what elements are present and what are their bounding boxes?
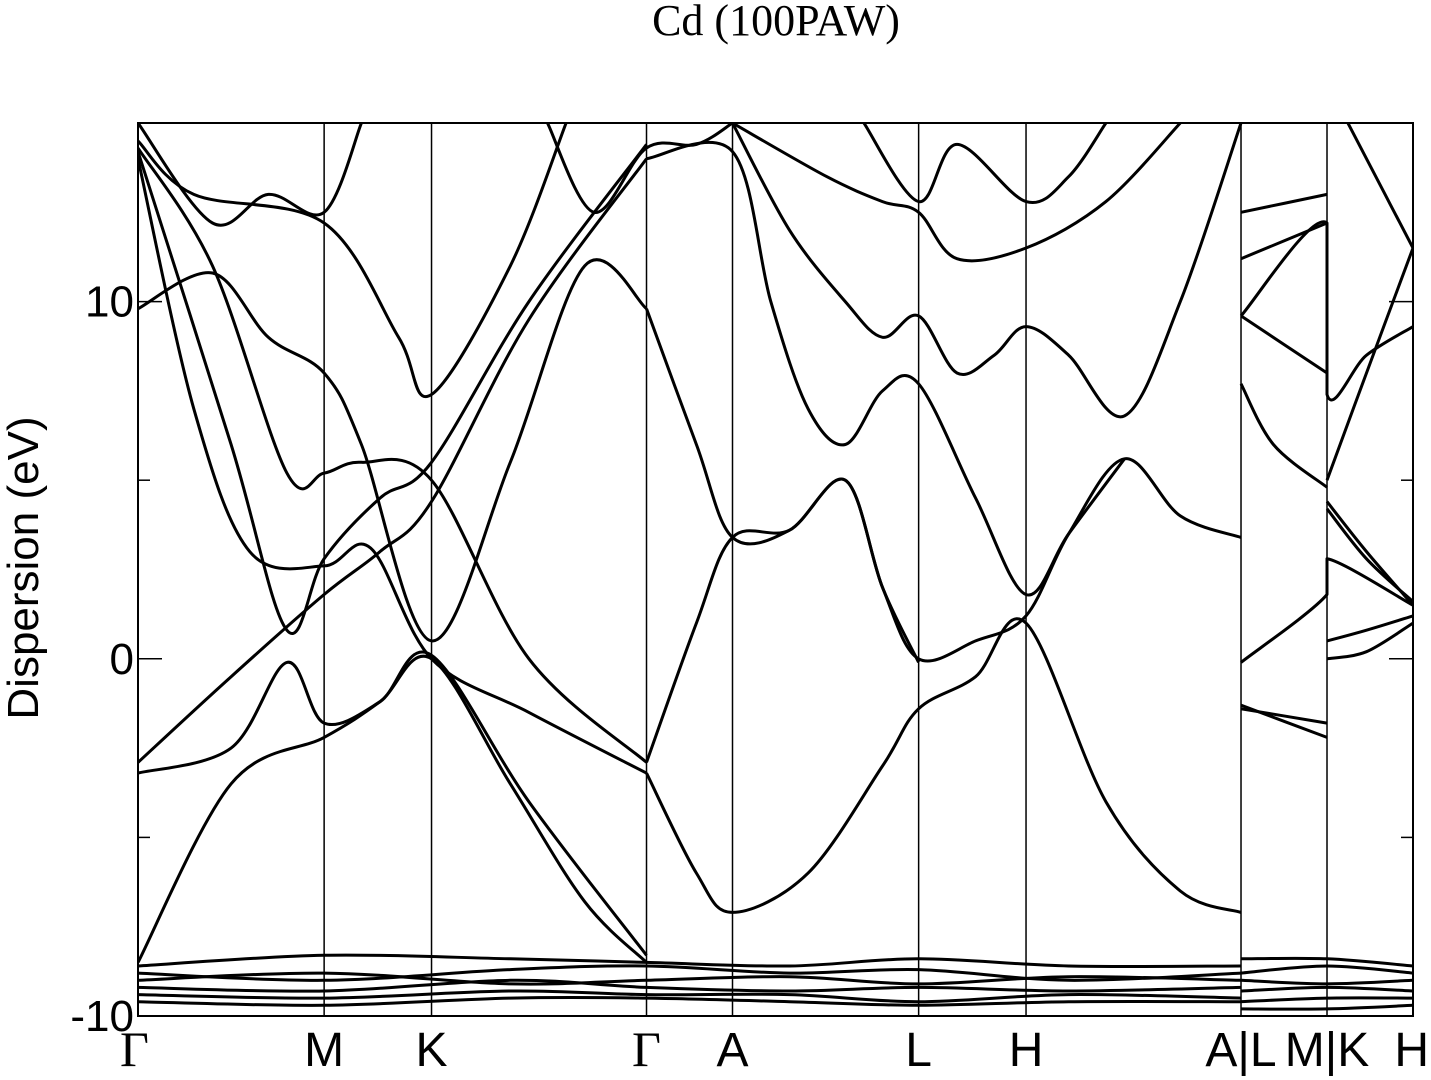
plot-frame: [137, 122, 1414, 1017]
y-tick-label: 10: [85, 278, 134, 327]
band-line-33: [1326, 621, 1413, 661]
band-line-11: [645, 617, 1242, 914]
band-line-34: [1325, 247, 1413, 481]
band-line-36: [1325, 507, 1413, 603]
x-kpoint-label: A|L: [1205, 1024, 1276, 1077]
band-line-27: [1239, 383, 1328, 489]
band-line-13: [645, 308, 920, 664]
y-axis-label: Dispersion (eV): [0, 416, 48, 719]
x-kpoint-label: H: [1394, 1024, 1429, 1077]
band-line-32: [1326, 614, 1413, 643]
band-line-29: [1240, 221, 1328, 261]
band-line-18: [138, 953, 1242, 969]
band-line-19: [138, 964, 1242, 982]
band-line-2: [138, 650, 648, 957]
band-line-12: [645, 457, 1242, 763]
band-line-31: [1239, 220, 1413, 402]
band-line-1: [138, 654, 648, 964]
band-line-23: [138, 995, 1242, 1007]
x-kpoint-label: H: [1009, 1024, 1044, 1077]
band-line-17: [862, 123, 1108, 205]
band-lines: [138, 123, 1413, 1011]
band-line-28: [1240, 314, 1328, 375]
band-line-26: [1240, 703, 1328, 739]
band-line-7: [138, 147, 648, 764]
band-line-14: [646, 140, 1126, 597]
chart-title: Cd (100PAW): [652, 0, 900, 45]
band-line-8: [138, 123, 568, 399]
band-line-4: [138, 258, 648, 643]
x-kpoint-label: A: [716, 1024, 748, 1077]
y-tick-label: 0: [110, 635, 134, 684]
kpoint-divider-lines: [323, 123, 1328, 1016]
band-line-30: [1240, 192, 1328, 214]
x-kpoint-label: K: [416, 1024, 448, 1077]
x-kpoint-label: M: [304, 1024, 344, 1077]
band-line-9: [138, 123, 363, 227]
y-tick-label: -10: [70, 992, 134, 1041]
band-line-5: [138, 158, 648, 775]
band-line-21: [138, 978, 1242, 993]
x-kpoint-label: M|K: [1285, 1024, 1369, 1077]
band-line-6: [138, 143, 648, 635]
band-line-15: [731, 123, 1243, 419]
x-kpoint-label: Γ: [120, 1021, 149, 1077]
band-line-37: [1346, 123, 1413, 249]
x-kpoint-label: Γ: [632, 1021, 661, 1077]
band-line-16: [731, 123, 1182, 263]
band-line-20: [138, 971, 1242, 986]
axis-tick-labels: -10 0 10 Γ M K Γ A L H A|L M|K H: [70, 278, 1429, 1077]
band-line-25: [1240, 707, 1328, 725]
x-kpoint-label: L: [905, 1024, 932, 1077]
band-line-22: [138, 989, 1242, 1004]
